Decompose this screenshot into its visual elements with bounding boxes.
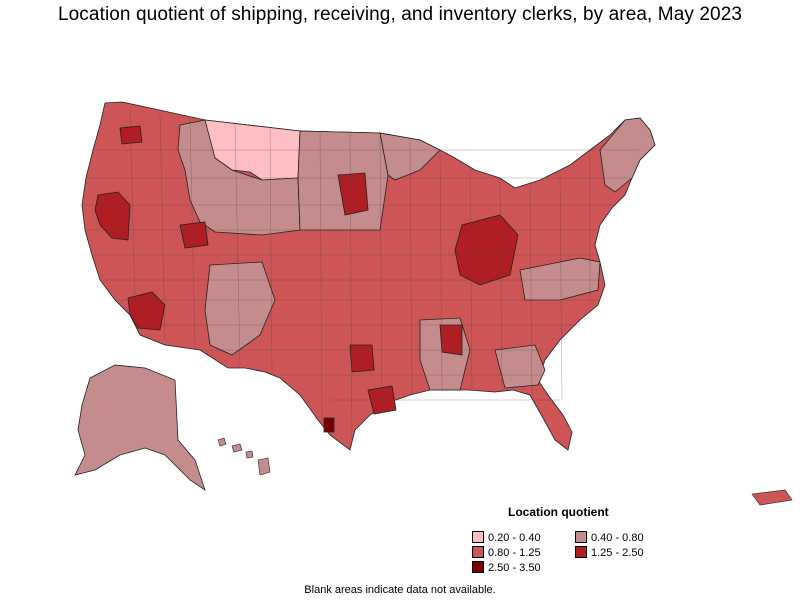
hawaii-island-2 (231, 443, 243, 453)
map-title: Location quotient of shipping, receiving… (57, 4, 743, 25)
region-wyoming-idaho (177, 119, 301, 236)
legend-swatch (575, 531, 587, 543)
legend-swatch (472, 561, 484, 573)
legend-item-0-40-0-80: 0.40 - 0.80 (575, 531, 644, 544)
puerto-rico (751, 489, 793, 506)
region-nevada-dark (94, 191, 131, 241)
region-minnesota-dark (337, 172, 369, 216)
region-utah-dark (179, 221, 209, 249)
legend-label: 1.25 - 2.50 (591, 547, 644, 559)
region-arkansas-dark (349, 344, 375, 373)
hawaii-island-1 (217, 437, 227, 447)
contiguous-us (81, 101, 656, 451)
legend-title: Location quotient (508, 505, 609, 519)
region-mississippi-dark (439, 324, 463, 356)
footnote: Blank areas indicate data not available. (304, 584, 496, 596)
legend-item-0-80-1-25: 0.80 - 1.25 (472, 546, 541, 559)
hawaii-island-4 (257, 457, 271, 476)
legend-item-1-25-2-50: 1.25 - 2.50 (575, 546, 644, 559)
legend-swatch (575, 546, 587, 558)
legend-label: 0.40 - 0.80 (591, 532, 644, 544)
alaska-shape (74, 364, 206, 491)
legend-swatch (472, 531, 484, 543)
legend-label: 0.80 - 1.25 (488, 547, 541, 559)
county-boundaries (84, 109, 640, 441)
region-new-mexico (204, 261, 276, 356)
legend-item-0-20-0-40: 0.20 - 0.40 (472, 531, 541, 544)
region-washington-dark (119, 125, 143, 145)
alaska (74, 364, 206, 491)
region-georgia-south (494, 344, 546, 389)
hawaii (217, 437, 271, 476)
legend-item-2-50-3-50: 2.50 - 3.50 (472, 561, 541, 574)
legend-label: 2.50 - 3.50 (488, 562, 541, 574)
region-new-england (599, 117, 656, 193)
region-ohio-valley-dark (454, 214, 519, 286)
hawaii-island-3 (245, 450, 254, 459)
region-texas-south-dark (323, 417, 335, 433)
region-arizona-dark (127, 291, 166, 331)
legend-label: 0.20 - 0.40 (488, 532, 541, 544)
legend-swatch (472, 546, 484, 558)
